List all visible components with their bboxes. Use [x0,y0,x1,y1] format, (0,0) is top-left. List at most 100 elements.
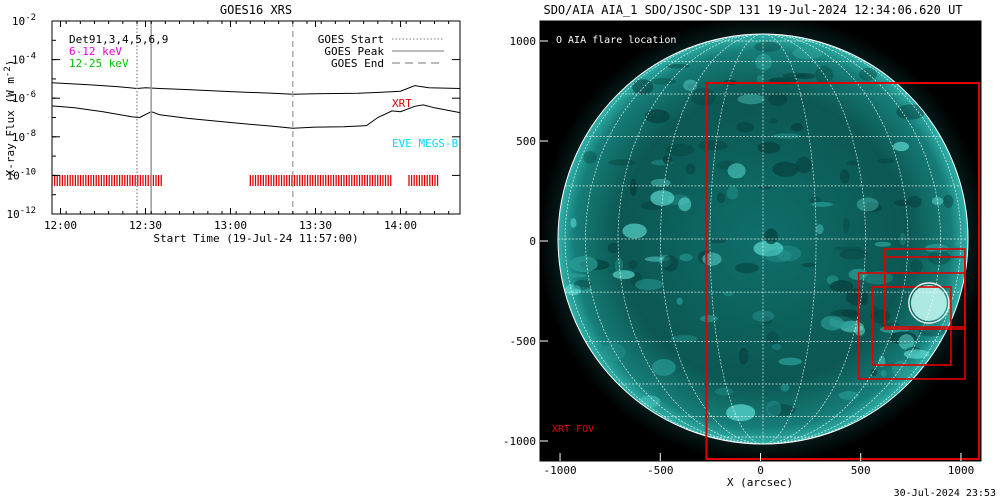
active-region-blob [858,299,869,306]
active-region-blob [662,255,679,272]
active-region-blob [846,160,859,166]
active-region-blob [570,218,577,228]
aia-image-title: SDO/AIA AIA_1 SDO/JSOC-SDP 131 19-Jul-20… [543,3,962,17]
active-region-blob [702,252,722,266]
active-region-blob [716,192,726,204]
longitude-line [762,34,962,444]
active-region-blob [650,190,675,206]
longitude-line [762,34,909,444]
active-region-blob [820,315,844,331]
active-region-blob [893,141,910,152]
active-region-blob [843,218,850,234]
goes-chart-title: GOES16 XRS [220,3,292,17]
active-region-blob [645,109,670,124]
active-region-blob [558,273,587,278]
longitude-line [564,34,764,444]
active-region-blob [662,155,673,165]
active-region-blob [898,334,915,350]
series-line-goes-long [52,82,460,95]
active-region-blob [778,357,803,366]
active-region-blob [931,196,944,206]
active-region-blob [627,259,638,270]
active-region-blob [726,404,756,422]
y-tick-label: 10-2 [12,13,36,28]
active-region-blob [863,202,882,213]
active-region-blob [754,41,782,52]
active-region-blob [753,240,784,257]
active-region-blob [874,241,892,247]
active-region-blob [572,285,581,290]
active-region-blob [782,72,807,79]
active-region-blob [602,343,626,361]
y-tick-label: 10-6 [12,90,36,105]
active-region-blob [685,163,696,175]
active-region-blob [727,163,746,179]
legend-detector-entry: Det91,3,4,5,6,9 [69,33,168,46]
active-region-blob [698,140,728,151]
active-region-blob [665,143,695,157]
active-region-blob [737,94,765,105]
active-region-blob [726,186,739,200]
active-region-blob [811,201,834,207]
series-line-goes-short [52,104,460,129]
y-tick-label: 10-10 [6,167,36,182]
aia-image-panel: SDO/AIA AIA_1 SDO/JSOC-SDP 131 19-Jul-20… [503,3,996,499]
active-region-blob [870,368,877,377]
xrt-interval-2 [408,175,439,186]
xrt-fov-label: XRT FOV [552,424,594,435]
active-region-blob [715,387,733,396]
active-region-blob [870,309,891,324]
active-region-blob [780,384,790,392]
active-region-blob [690,87,716,106]
active-region-blob [858,67,878,81]
goes-axes: 12:00 12:30 13:00 13:30 14:00 10-12 10-10 10-8 1… [6,13,460,232]
active-region-blob [639,395,661,408]
xrt-label: XRT [392,97,412,110]
active-region-blob [943,194,954,209]
x-tick-label: 500 [851,464,871,477]
active-region-blob [699,315,718,323]
aia-axes: -1000 -500 0 500 1000 -1000 -500 0 500 1000 [503,35,974,477]
active-region-blob [772,161,799,177]
active-region-blob [894,199,910,207]
active-region-blob [735,262,759,274]
aia-flare-location-marker [908,282,950,324]
x-tick-label: 0 [757,464,764,477]
footer-timestamp: 30-Jul-2024 23:53 [894,488,996,499]
active-region-blob [686,83,699,89]
goes-y-axis-label: X-ray Flux (W m-2) [3,60,17,177]
xrt-fov-boxes [705,82,980,460]
active-region-blob [764,249,792,263]
active-region-blob [608,159,637,166]
active-region-blob [877,158,895,164]
active-region-blob [607,242,620,254]
active-region-blob [839,169,850,184]
active-region-blob [723,291,734,297]
y-tick-label: 10-8 [12,129,36,144]
legend-detector-entry: 12-25 keV [69,57,129,70]
active-region-blob [766,331,779,345]
active-region-blob [839,249,869,260]
active-region-blob [838,390,860,400]
x-tick-label: 13:00 [214,219,247,232]
active-region-blob [815,65,834,84]
active-region-blob [569,256,598,273]
active-region-blob [614,258,624,273]
y-tick-label: 10-4 [12,52,36,67]
longitude-line [660,34,764,444]
active-region-blob [635,278,663,291]
active-region-blob [629,178,637,196]
active-region-blob [910,259,923,274]
active-region-blob [679,253,693,262]
y-tick-label: 500 [516,135,536,148]
active-region-blob [755,53,773,71]
active-region-blob [829,280,854,293]
active-region-blob [650,178,671,187]
active-region-blob [736,122,755,133]
active-region-blob [651,359,676,376]
longitude-line [762,34,866,444]
active-region-blob [815,224,824,235]
xrt-interval-1 [249,175,392,186]
x-tick-label: 13:30 [299,219,332,232]
